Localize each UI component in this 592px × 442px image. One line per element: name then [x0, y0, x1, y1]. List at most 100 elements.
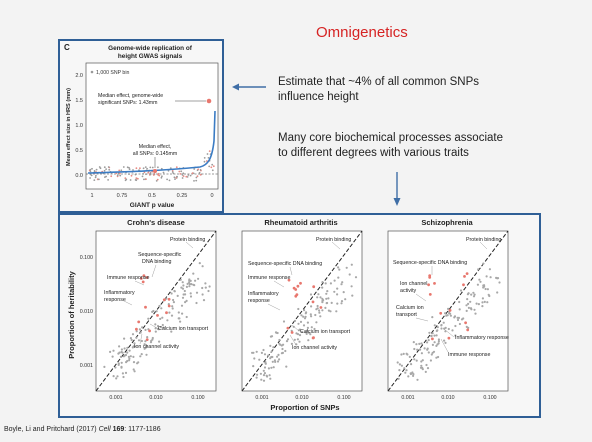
- panel-c-point: [208, 165, 211, 168]
- trait-point: [486, 301, 489, 304]
- trait-point: [262, 369, 265, 372]
- trait-point: [290, 342, 293, 345]
- label-calcium: Calcium ion: [396, 305, 424, 311]
- trait-point: [430, 335, 433, 338]
- trait-point: [293, 319, 297, 322]
- panel-c-point: [168, 179, 171, 182]
- panel-c-point: [174, 178, 176, 181]
- trait-point: [453, 316, 456, 319]
- trait-point: [272, 346, 275, 349]
- trait-point: [326, 301, 329, 305]
- trait-point: [350, 285, 353, 288]
- trait-point: [472, 295, 476, 298]
- trait-point: [118, 351, 121, 354]
- trait-point: [340, 283, 343, 286]
- trait-point: [433, 334, 436, 337]
- trait-point: [396, 361, 399, 364]
- trait-point: [123, 337, 126, 340]
- trait-highlight-point: [156, 314, 159, 317]
- trait-point: [267, 354, 270, 357]
- ytick: 0.001: [80, 363, 93, 369]
- trait-point: [298, 340, 301, 343]
- trait-point: [296, 338, 299, 341]
- trait-point: [424, 370, 427, 373]
- trait-point: [302, 324, 306, 327]
- trait-point: [475, 302, 478, 305]
- trait-highlight-point: [135, 327, 138, 331]
- trait-point: [350, 263, 353, 266]
- trait-point: [270, 350, 273, 353]
- height-gwas-figure: C Genome-wide replication of height GWAS…: [58, 39, 224, 213]
- trait-point: [458, 308, 461, 311]
- trait-point: [310, 305, 313, 308]
- left-arrow-icon: [232, 83, 266, 91]
- trait-point: [408, 355, 411, 358]
- trait-point: [198, 262, 201, 265]
- process-note-line-2: to different degrees with various traits: [278, 147, 469, 159]
- crohns-points: [103, 262, 211, 380]
- trait-point: [322, 299, 325, 302]
- trait-point: [135, 330, 138, 333]
- panel-c-point: [116, 174, 119, 177]
- trait-point: [297, 329, 301, 332]
- trait-point: [444, 326, 447, 329]
- trait-point: [138, 328, 141, 331]
- trait-point: [309, 313, 312, 316]
- height-note-line-1: Estimate that ~4% of all common SNPs: [278, 76, 480, 88]
- trait-point: [176, 294, 179, 297]
- trait-point: [268, 374, 271, 377]
- panel-c-point: [212, 165, 215, 168]
- trait-point: [269, 335, 273, 338]
- trait-point: [449, 312, 452, 315]
- trait-point: [270, 366, 273, 369]
- panel-c-point: [149, 172, 152, 175]
- trait-point: [117, 362, 120, 365]
- trait-point: [154, 323, 157, 326]
- trait-point: [397, 377, 400, 380]
- trait-point: [445, 314, 448, 317]
- trait-point: [126, 346, 129, 349]
- trait-point: [341, 281, 344, 284]
- trait-point: [123, 354, 127, 357]
- panel-c-point: [152, 174, 155, 176]
- panel-c-point: [149, 173, 152, 176]
- trait-point: [467, 306, 470, 309]
- trait-point: [201, 265, 204, 268]
- trait-point: [310, 326, 313, 329]
- trait-point: [333, 290, 336, 293]
- trait-highlight-point: [137, 320, 141, 324]
- panel-c-point: [107, 179, 109, 181]
- citation-journal: Cell: [98, 426, 111, 433]
- trait-point: [454, 334, 457, 337]
- trait-point: [156, 324, 160, 328]
- panel-c-title-2: height GWAS signals: [118, 53, 183, 60]
- panel-c-point: [95, 174, 97, 177]
- trait-point: [426, 347, 429, 350]
- panel-c-point: [193, 168, 196, 170]
- trait-point: [325, 292, 328, 295]
- trait-point: [416, 348, 419, 351]
- panel-c-point: [139, 167, 141, 170]
- panel-c-xtick: 1: [90, 193, 93, 199]
- panel-c-point: [189, 174, 192, 177]
- trait-point: [131, 333, 135, 336]
- trait-point: [324, 306, 327, 309]
- trait-point: [256, 373, 259, 376]
- trait-point: [302, 315, 305, 318]
- trait-point: [433, 341, 436, 344]
- trait-point: [342, 291, 345, 294]
- label-calcium: Calcium ion transport: [300, 329, 351, 335]
- trait-highlight-point: [167, 297, 171, 301]
- trait-point: [267, 367, 270, 370]
- ytick: 0.100: [80, 255, 93, 261]
- trait-highlight-point: [142, 274, 146, 277]
- trait-highlight-point: [148, 329, 151, 333]
- trait-point: [180, 304, 184, 307]
- panel-c-point: [135, 177, 138, 180]
- trait-highlight-point: [167, 304, 171, 308]
- trait-point: [465, 325, 468, 328]
- trait-point: [344, 298, 347, 301]
- trait-point: [189, 295, 193, 298]
- trait-point: [264, 362, 267, 365]
- label-protein-binding: Protein binding: [316, 237, 351, 243]
